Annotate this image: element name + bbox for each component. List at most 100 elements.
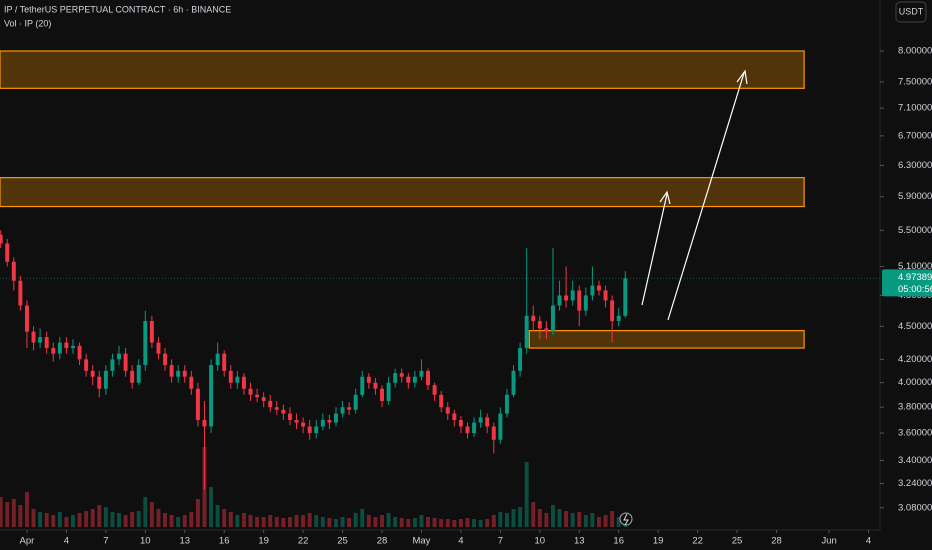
x-tick-label: 22 bbox=[692, 536, 703, 547]
volume-bar bbox=[380, 515, 384, 527]
x-tick-label: 25 bbox=[337, 536, 348, 547]
volume-bar bbox=[156, 509, 161, 527]
candle-body bbox=[577, 290, 582, 311]
candle-body bbox=[44, 337, 49, 349]
volume-bar bbox=[616, 517, 621, 527]
volume-bar bbox=[597, 517, 601, 527]
candle-body bbox=[274, 407, 279, 410]
y-tick-label: 3.60000 bbox=[898, 428, 932, 439]
volume-bar bbox=[445, 519, 450, 527]
volume-bar bbox=[255, 517, 260, 527]
volume-bar bbox=[426, 517, 431, 527]
candle-body bbox=[597, 285, 601, 291]
y-tick-label: 6.30000 bbox=[898, 160, 932, 171]
volume-bar bbox=[281, 518, 286, 527]
y-tick-label: 3.08000 bbox=[898, 502, 932, 513]
volume-bar bbox=[38, 512, 43, 527]
y-tick-label: 3.80000 bbox=[898, 402, 932, 413]
icon-bolt[interactable] bbox=[623, 513, 629, 526]
candle-body bbox=[31, 331, 36, 343]
x-tick-label: 28 bbox=[377, 536, 388, 547]
zone bbox=[528, 329, 805, 349]
currency-button[interactable] bbox=[895, 1, 927, 23]
candle-body bbox=[373, 382, 378, 389]
candle-body bbox=[38, 337, 43, 343]
candle-body bbox=[294, 419, 299, 423]
volume-bar bbox=[353, 513, 358, 527]
countdown-label: 05:00:56 bbox=[898, 284, 932, 295]
candle-body bbox=[564, 295, 569, 301]
candle-body bbox=[557, 295, 562, 306]
candle-body bbox=[202, 419, 207, 427]
candle-body bbox=[399, 373, 404, 377]
candle-body bbox=[301, 422, 306, 427]
volume-bar bbox=[51, 515, 56, 527]
zone bbox=[0, 177, 805, 208]
candle-body bbox=[255, 394, 260, 398]
x-tick-label: Jun bbox=[821, 536, 836, 547]
volume-bar bbox=[215, 505, 220, 527]
volume-bar bbox=[531, 502, 536, 527]
x-tick-label: 22 bbox=[298, 536, 309, 547]
candle-body bbox=[386, 382, 391, 401]
candle-body bbox=[320, 419, 325, 427]
candle-body bbox=[472, 422, 477, 434]
candle-body bbox=[51, 348, 56, 354]
candle-body bbox=[248, 388, 253, 395]
volume-bar bbox=[261, 517, 266, 527]
candle-body bbox=[195, 388, 200, 420]
candle-body bbox=[189, 376, 194, 389]
candle-body bbox=[485, 417, 490, 427]
arrow bbox=[667, 72, 745, 321]
volume-bar bbox=[472, 519, 477, 527]
candle-body bbox=[281, 409, 286, 414]
x-tick-label: 28 bbox=[771, 536, 782, 547]
volume-bar bbox=[550, 505, 555, 527]
y-tick-label: 4.50000 bbox=[898, 321, 932, 332]
volume-bar bbox=[64, 517, 69, 527]
candle-body bbox=[445, 407, 450, 414]
volume-bar bbox=[439, 519, 444, 527]
candle-body bbox=[623, 278, 628, 316]
volume-bar bbox=[57, 512, 62, 527]
candle-body bbox=[163, 353, 168, 366]
currency-label[interactable]: USDT bbox=[899, 6, 924, 16]
volume-bar bbox=[77, 513, 82, 527]
icon-circle[interactable] bbox=[619, 512, 633, 526]
volume-bar bbox=[610, 511, 615, 527]
y-tick-label: 4.00000 bbox=[898, 377, 932, 388]
candle-body bbox=[524, 315, 529, 349]
candle-body bbox=[419, 370, 424, 377]
volume-bar bbox=[90, 509, 95, 527]
candle-body bbox=[603, 290, 608, 301]
volume-bar bbox=[31, 509, 36, 527]
volume-bar bbox=[577, 512, 582, 527]
volume-bar bbox=[307, 513, 312, 527]
candle-body bbox=[491, 426, 496, 440]
volume-bar bbox=[182, 515, 187, 527]
volume-bar bbox=[590, 513, 595, 527]
candle-body bbox=[287, 413, 292, 420]
zone bbox=[0, 50, 805, 89]
candle-body bbox=[182, 370, 187, 377]
volume-bar bbox=[189, 512, 194, 527]
volume-bar bbox=[491, 515, 496, 527]
candle-body bbox=[616, 315, 621, 322]
x-tick-label: May bbox=[412, 536, 430, 547]
volume-bar bbox=[274, 517, 279, 527]
candle-body bbox=[393, 373, 398, 383]
candle-body bbox=[90, 370, 95, 377]
candle-body bbox=[215, 353, 220, 366]
x-tick-label: 10 bbox=[140, 536, 151, 547]
candle-body bbox=[209, 365, 214, 427]
volume-bar bbox=[241, 513, 246, 527]
candle-body bbox=[511, 370, 516, 395]
volume-bar bbox=[44, 513, 49, 527]
candle-body bbox=[57, 342, 62, 354]
volume-bar bbox=[544, 513, 549, 527]
arrow-head bbox=[659, 190, 671, 205]
x-tick-label: Apr bbox=[20, 536, 35, 547]
replay-icon[interactable] bbox=[619, 512, 633, 526]
y-tick-label: 5.50000 bbox=[898, 225, 932, 236]
